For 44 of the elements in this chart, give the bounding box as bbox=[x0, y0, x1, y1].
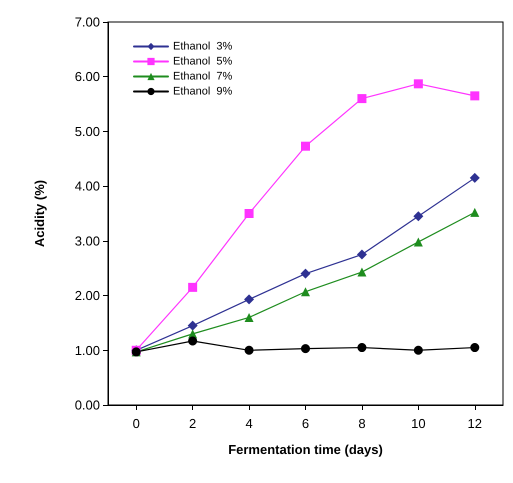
y-tick-label: 7.00 bbox=[74, 14, 100, 30]
point bbox=[470, 343, 480, 352]
legend-label: Ethanol 5% bbox=[173, 56, 233, 68]
legend-label: Ethanol 3% bbox=[173, 40, 233, 52]
y-tick-label: 3.00 bbox=[74, 233, 100, 248]
x-tick-label: 10 bbox=[411, 416, 426, 431]
x-tick-label: 8 bbox=[358, 416, 366, 431]
legend-label: Ethanol 7% bbox=[173, 70, 233, 82]
y-tick-label: 6.00 bbox=[74, 69, 100, 84]
point bbox=[414, 79, 423, 88]
point bbox=[414, 346, 423, 355]
point bbox=[470, 208, 480, 217]
point bbox=[301, 287, 310, 296]
point bbox=[414, 237, 423, 246]
point bbox=[413, 211, 424, 222]
point bbox=[188, 320, 198, 331]
legend-label: Ethanol 9% bbox=[173, 86, 233, 98]
point bbox=[301, 142, 310, 151]
point bbox=[470, 172, 480, 183]
point bbox=[301, 344, 310, 354]
y-tick-label: 1.00 bbox=[74, 342, 100, 358]
x-tick-label: 2 bbox=[189, 416, 196, 431]
point bbox=[470, 91, 480, 100]
x-tick-label: 0 bbox=[132, 416, 140, 431]
x-tick-label: 6 bbox=[302, 416, 310, 431]
point bbox=[244, 209, 254, 218]
point bbox=[357, 343, 366, 352]
x-tick-label: 4 bbox=[245, 416, 253, 431]
y-tick-label: 2.00 bbox=[74, 288, 100, 304]
y-axis-title: Acidity (%) bbox=[32, 180, 47, 248]
point bbox=[244, 294, 254, 304]
point bbox=[356, 250, 367, 260]
y-tick-label: 4.00 bbox=[74, 178, 100, 194]
x-tick-label: 12 bbox=[468, 416, 482, 431]
point bbox=[244, 312, 254, 322]
point bbox=[188, 282, 198, 292]
point bbox=[357, 94, 366, 104]
y-tick-label: 5.00 bbox=[74, 124, 100, 139]
point bbox=[300, 268, 310, 279]
y-tick-label: 0.00 bbox=[74, 398, 100, 412]
point bbox=[357, 268, 366, 277]
x-axis-title: Fermentation time (days) bbox=[228, 442, 383, 457]
point bbox=[244, 346, 254, 355]
point bbox=[188, 336, 198, 346]
